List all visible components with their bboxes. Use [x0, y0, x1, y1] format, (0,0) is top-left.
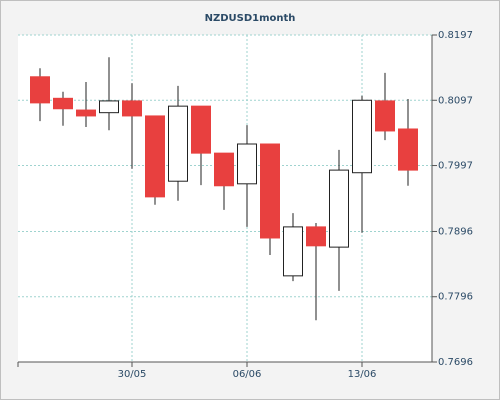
candle-body: [306, 226, 326, 247]
y-tick-label: 0.7696: [438, 357, 473, 368]
y-tick-label: 0.7997: [438, 161, 473, 172]
x-tick-label: 13/06: [348, 369, 377, 380]
candle-body: [260, 143, 280, 239]
candle-body: [145, 115, 165, 198]
y-tick-label: 0.8197: [438, 30, 473, 41]
candle-body: [352, 99, 372, 174]
candle-body: [214, 152, 234, 187]
candle-body: [375, 100, 395, 132]
y-tick-label: 0.7896: [438, 226, 473, 237]
candle-body: [283, 226, 303, 277]
candle-body: [237, 143, 257, 185]
candles: [30, 57, 418, 321]
chart-title: NZDUSD1month: [205, 13, 296, 24]
x-tick-label: 06/06: [233, 369, 262, 380]
y-tick-label: 0.7796: [438, 292, 473, 303]
candle-body: [329, 169, 349, 248]
candle-body: [168, 105, 188, 182]
candle-body: [398, 128, 418, 171]
candle-body: [76, 109, 96, 117]
axes: 0.7696 0.7796 0.7896 0.7997 0.8097 0.8197 30/0…: [17, 30, 473, 380]
x-tick-label: 30/05: [118, 369, 147, 380]
candle-body: [122, 100, 142, 117]
candle-body: [191, 105, 211, 154]
candle-body: [30, 76, 50, 104]
y-tick-label: 0.8097: [438, 95, 473, 106]
candle-body: [53, 97, 73, 110]
candle-body: [99, 100, 119, 114]
plot-area: [18, 35, 432, 362]
